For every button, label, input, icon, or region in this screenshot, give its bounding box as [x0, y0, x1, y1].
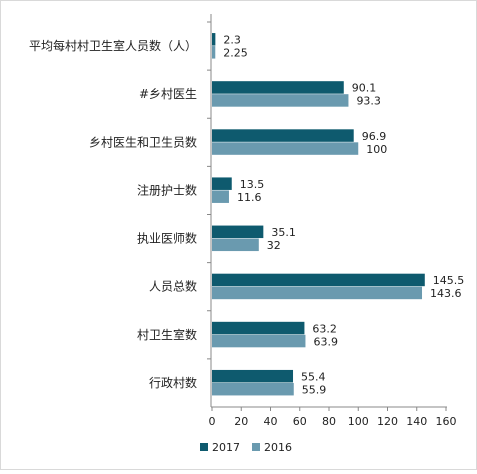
data-label: 145.5 [433, 274, 465, 287]
data-label: 63.2 [312, 322, 337, 335]
x-tick-label: 20 [234, 415, 248, 428]
bar-2016 [212, 334, 306, 348]
category-label: 行政村数 [149, 375, 197, 390]
bar-2017 [212, 273, 425, 287]
x-tick-label: 140 [406, 415, 427, 428]
x-tick-label: 120 [377, 415, 398, 428]
data-label: 35.1 [271, 226, 296, 239]
bar-2016 [212, 286, 423, 300]
data-label: 55.9 [302, 383, 327, 396]
bar-2016 [212, 46, 216, 59]
category-label: 执业医师数 [137, 231, 197, 246]
data-label: 96.9 [362, 130, 387, 143]
data-label: 55.4 [301, 370, 326, 383]
legend: 2017 2016 [200, 441, 292, 454]
bar-2017 [212, 177, 232, 190]
x-tick-label: 100 [348, 415, 369, 428]
bar-2016 [212, 382, 294, 396]
data-label: 2.25 [223, 47, 248, 60]
x-tick-label: 40 [264, 415, 278, 428]
x-tick-label: 160 [436, 415, 457, 428]
bar-2016 [212, 190, 229, 203]
data-label: 32 [267, 239, 281, 252]
bar-2017 [212, 225, 264, 239]
plot-area: 0 20 40 60 80 100 120 140 160 平均每村村卫生室人员数（人） 2.32.… [29, 14, 464, 428]
bar-2016 [212, 238, 259, 252]
bar-2017 [212, 369, 294, 383]
legend-label: 2016 [264, 441, 292, 454]
x-tick-label: 60 [293, 415, 307, 428]
legend-label: 2017 [212, 441, 240, 454]
bar-2017 [212, 129, 354, 142]
category-label: #乡村医生 [139, 87, 197, 101]
bar-2016 [212, 142, 359, 155]
category-label: 村卫生室数 [137, 327, 197, 342]
bar-2017 [212, 81, 344, 94]
category-label: 平均每村村卫生室人员数（人） [29, 38, 197, 53]
data-label: 13.5 [240, 178, 265, 191]
category-label: 人员总数 [149, 279, 197, 294]
data-label: 100 [366, 143, 387, 156]
legend-swatch-2017 [200, 443, 208, 451]
data-label: 11.6 [237, 191, 262, 204]
category-label: 注册护士数 [137, 182, 197, 197]
legend-swatch-2016 [252, 443, 260, 451]
data-label: 143.6 [430, 287, 462, 300]
bar-2017 [212, 33, 216, 46]
x-tick-label: 0 [209, 415, 216, 428]
bar-2016 [212, 94, 349, 107]
data-label: 2.3 [223, 34, 241, 47]
category-label: 乡村医生和卫生员数 [89, 134, 197, 149]
data-label: 93.3 [356, 95, 381, 108]
x-tick-label: 80 [322, 415, 336, 428]
data-label: 90.1 [352, 82, 377, 95]
bar-2017 [212, 321, 305, 335]
data-label: 63.9 [313, 335, 338, 348]
